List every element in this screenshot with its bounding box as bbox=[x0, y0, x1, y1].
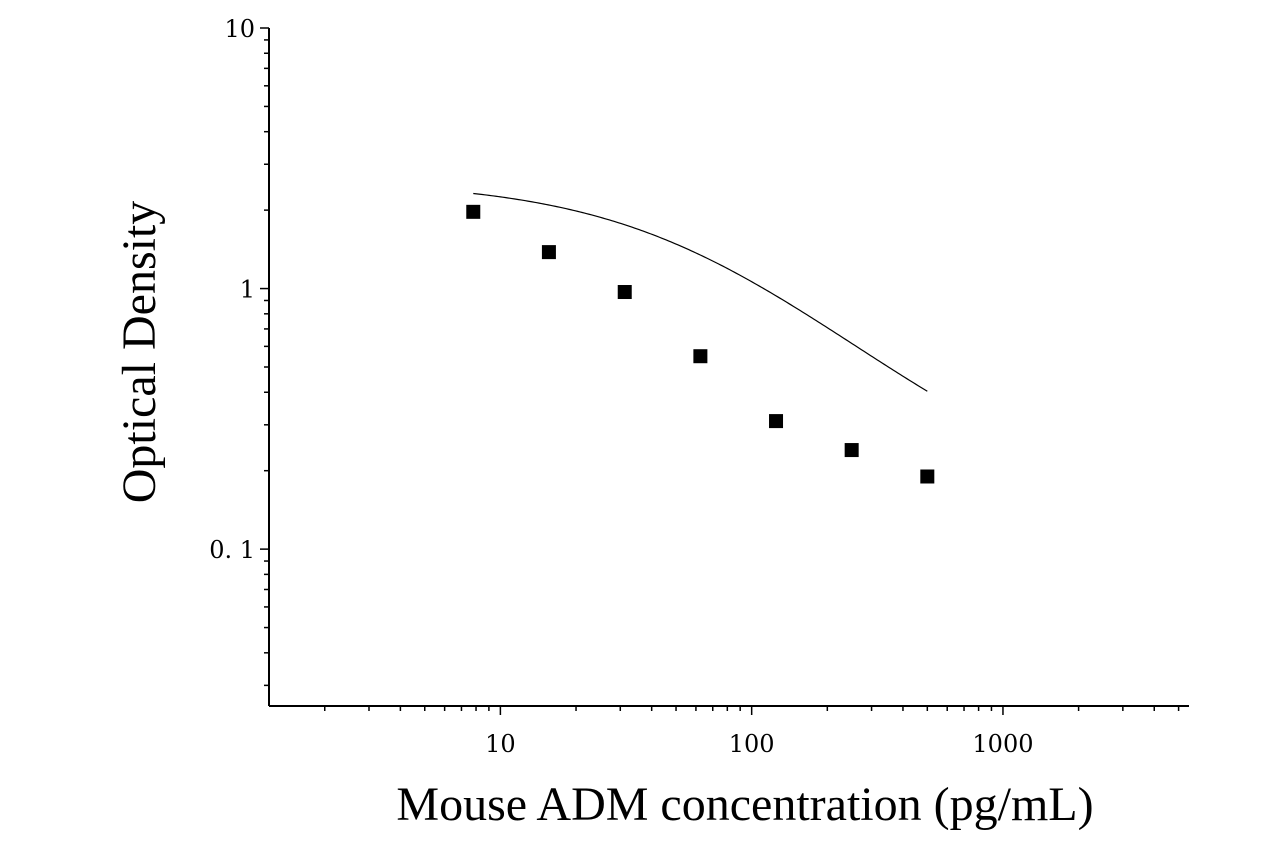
x-axis-title: Mouse ADM concentration (pg/mL) bbox=[396, 778, 1093, 831]
y-tick-label: 1 bbox=[240, 276, 255, 304]
x-tick-label: 1000 bbox=[972, 730, 1033, 758]
axes bbox=[268, 28, 1189, 707]
data-point bbox=[769, 414, 784, 429]
data-point bbox=[920, 469, 935, 484]
axis-ticks bbox=[260, 27, 1180, 715]
x-tick-label: 10 bbox=[485, 730, 516, 758]
y-tick-label: 0. 1 bbox=[209, 536, 255, 564]
data-point bbox=[617, 285, 632, 300]
x-tick-label: 100 bbox=[729, 730, 775, 758]
data-point bbox=[466, 204, 481, 219]
axis-tick-labels: 10 100 1000 0. 1 1 10 bbox=[209, 15, 1033, 758]
fit-curve bbox=[473, 192, 928, 392]
data-point bbox=[693, 349, 708, 364]
y-axis-title: Optical Density bbox=[113, 201, 166, 504]
y-tick-label: 10 bbox=[224, 15, 255, 43]
data-point bbox=[541, 245, 556, 260]
data-point bbox=[844, 443, 859, 458]
data-points bbox=[466, 204, 935, 484]
